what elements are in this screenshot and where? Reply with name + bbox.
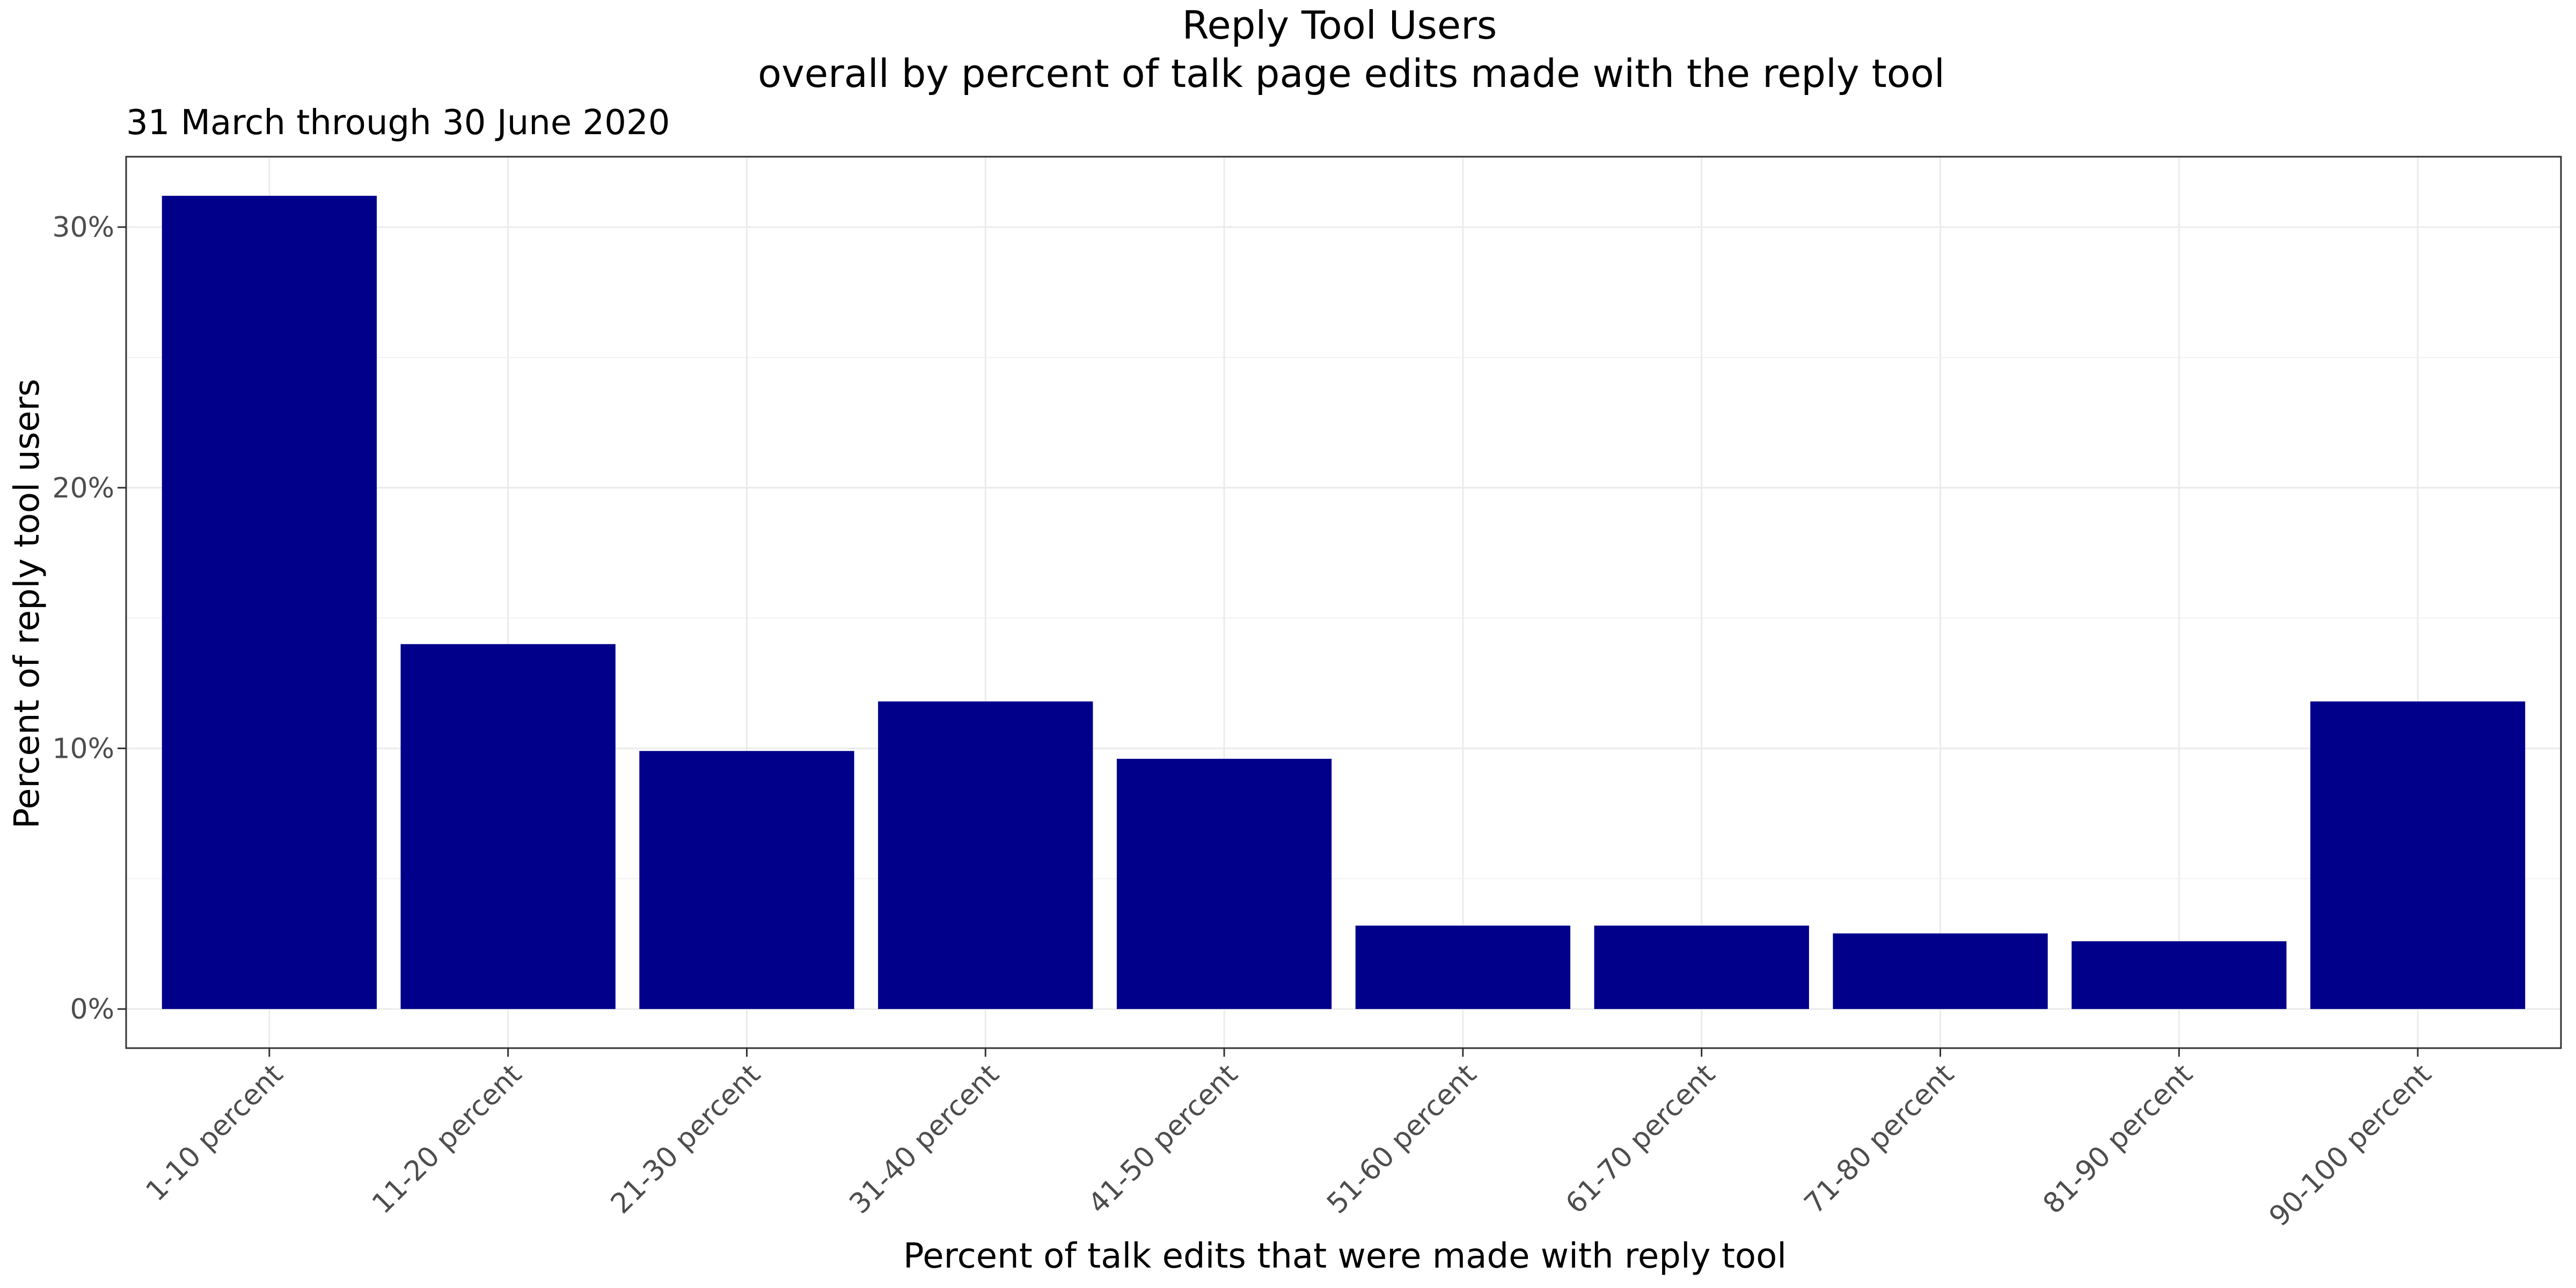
bar [1833, 933, 2048, 1009]
y-tick-label: 20% [52, 472, 114, 504]
y-tick-label: 10% [52, 733, 114, 765]
major-gridlines [126, 157, 2561, 1048]
bar [2310, 701, 2526, 1009]
x-tick-label: 61-70 percent [1560, 1058, 1722, 1220]
plot-panel-border [125, 156, 2562, 1049]
bar [1594, 925, 1809, 1009]
chart-subtitle: overall by percent of talk page edits ma… [758, 51, 1945, 96]
x-axis-ticks: 1-10 percent 11-20 percent 21-30 percent 31… [140, 1048, 2438, 1233]
x-tick-label: 41-50 percent [1082, 1058, 1244, 1220]
bar [2072, 941, 2287, 1009]
bar [162, 195, 377, 1009]
x-tick-label: 90-100 percent [2263, 1058, 2438, 1233]
bar [400, 644, 616, 1009]
x-tick-label: 1-10 percent [140, 1058, 289, 1208]
x-tick-label: 31-40 percent [844, 1058, 1006, 1220]
y-tick-label: 30% [52, 211, 114, 244]
y-tick-label: 0% [70, 993, 115, 1026]
bar [1355, 925, 1571, 1009]
y-axis-ticks: 0% 10% 20% 30% [52, 211, 126, 1026]
chart-caption: 31 March through 30 June 2020 [126, 103, 670, 143]
bar [639, 751, 854, 1009]
x-tick-label: 11-20 percent [366, 1058, 528, 1220]
bar [878, 701, 1093, 1009]
x-axis-label: Percent of talk edits that were made wit… [903, 1236, 1787, 1276]
chart-title: Reply Tool Users [1182, 3, 1497, 48]
x-tick-label: 51-60 percent [1321, 1058, 1483, 1220]
y-axis-label: Percent of reply tool users [8, 379, 47, 829]
bar [1116, 758, 1332, 1009]
bars [162, 195, 2526, 1009]
x-tick-label: 81-90 percent [2037, 1058, 2199, 1220]
x-tick-label: 21-30 percent [605, 1058, 767, 1220]
x-tick-label: 71-80 percent [1798, 1058, 1960, 1220]
